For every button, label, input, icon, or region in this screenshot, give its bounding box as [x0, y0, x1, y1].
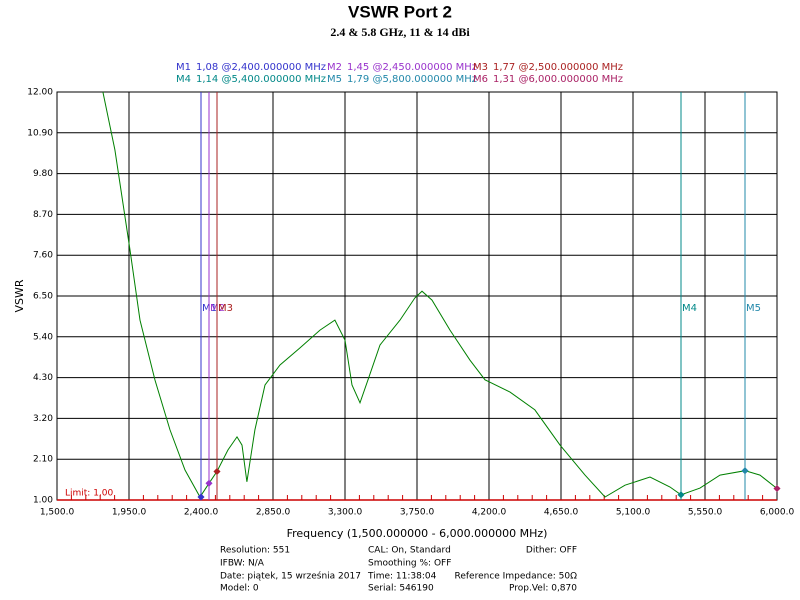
- marker-legend-text: 1,08 @2,400.000000 MHz: [196, 62, 326, 73]
- info-text: Reference Impedance: 50Ω: [455, 572, 578, 582]
- marker-legend-name: M4: [176, 74, 191, 85]
- y-tick-label: 4.30: [33, 373, 53, 383]
- marker-point: [205, 479, 213, 487]
- marker-legend-entry: M3 1,77 @2,500.000000 MHz: [473, 62, 623, 73]
- x-tick-label: 5,100.0: [616, 508, 651, 518]
- info-text: Time: 11:38:04: [367, 572, 437, 582]
- x-tick-label: 4,200.0: [472, 508, 507, 518]
- x-tick-label: 3,300.0: [328, 508, 363, 518]
- x-tick-label: 2,850.0: [256, 508, 291, 518]
- marker-legend-name: M1: [176, 62, 191, 73]
- y-axis-label: VSWR: [13, 279, 26, 312]
- marker-legend-name: M6: [473, 74, 488, 85]
- x-tick-label: 6,000.0: [760, 508, 795, 518]
- marker-legend-entry: M5 1,79 @5,800.000000 MHz: [327, 74, 477, 85]
- marker-legend-entry: M2 1,45 @2,450.000000 MHz: [327, 62, 477, 73]
- marker-legend-name: M2: [327, 62, 342, 73]
- x-tick-label: 5,550.0: [688, 508, 723, 518]
- marker-legend-entry: M4 1,14 @5,400.000000 MHz: [176, 74, 326, 85]
- marker-point: [741, 467, 749, 475]
- marker-legend-text: 1,14 @5,400.000000 MHz: [196, 74, 326, 85]
- marker-legend-text: 1,31 @6,000.000000 MHz: [493, 74, 623, 85]
- marker-label: M4: [682, 303, 697, 314]
- x-tick-label: 1,500.0: [40, 508, 75, 518]
- y-tick-label: 3.20: [33, 414, 53, 424]
- info-text: IFBW: N/A: [220, 559, 265, 569]
- info-text: Serial: 546190: [368, 584, 434, 594]
- marker-label: M3: [218, 303, 233, 314]
- marker-legend-text: 1,79 @5,800.000000 MHz: [347, 74, 477, 85]
- marker-legend-entry: M6 1,31 @6,000.000000 MHz: [473, 74, 623, 85]
- x-tick-label: 3,750.0: [400, 508, 435, 518]
- marker-legend-name: M5: [327, 74, 342, 85]
- y-tick-label: 7.60: [33, 251, 53, 261]
- marker-legend-text: 1,77 @2,500.000000 MHz: [493, 62, 623, 73]
- info-text: Smoothing %: OFF: [368, 559, 451, 569]
- marker-legend-name: M3: [473, 62, 488, 73]
- x-tick-label: 2,400.0: [184, 508, 219, 518]
- y-tick-label: 1.00: [33, 496, 53, 506]
- x-tick-label: 4,650.0: [544, 508, 579, 518]
- y-tick-label: 6.50: [33, 292, 53, 302]
- limit-label: Limit: 1,00: [65, 489, 114, 499]
- info-text: Model: 0: [220, 584, 259, 594]
- marker-point: [677, 491, 685, 499]
- chart-subtitle: 2.4 & 5.8 GHz, 11 & 14 dBi: [330, 25, 470, 39]
- chart-title: VSWR Port 2: [348, 2, 452, 21]
- marker-point: [773, 484, 781, 493]
- y-tick-label: 5.40: [33, 332, 53, 342]
- y-tick-label: 2.10: [33, 455, 53, 465]
- marker-legend-entry: M1 1,08 @2,400.000000 MHz: [176, 62, 326, 73]
- marker-point: [213, 467, 221, 475]
- info-text: Resolution: 551: [220, 546, 290, 556]
- x-tick-label: 1,950.0: [112, 508, 147, 518]
- info-text: Dither: OFF: [526, 546, 577, 556]
- x-axis-label: Frequency (1,500.000000 - 6,000.000000 M…: [287, 527, 548, 540]
- y-tick-label: 9.80: [33, 169, 53, 179]
- info-text: CAL: On, Standard: [368, 546, 451, 556]
- info-text: Date: piątek, 15 września 2017: [220, 571, 361, 582]
- marker-legend-text: 1,45 @2,450.000000 MHz: [347, 62, 477, 73]
- info-text: Prop.Vel: 0,870: [509, 584, 577, 594]
- marker-label: M5: [746, 303, 761, 314]
- vswr-line: [102, 91, 778, 498]
- y-tick-label: 12.00: [27, 88, 53, 98]
- marker-point: [197, 493, 205, 501]
- y-tick-label: 10.90: [27, 128, 53, 138]
- y-tick-label: 8.70: [33, 210, 53, 220]
